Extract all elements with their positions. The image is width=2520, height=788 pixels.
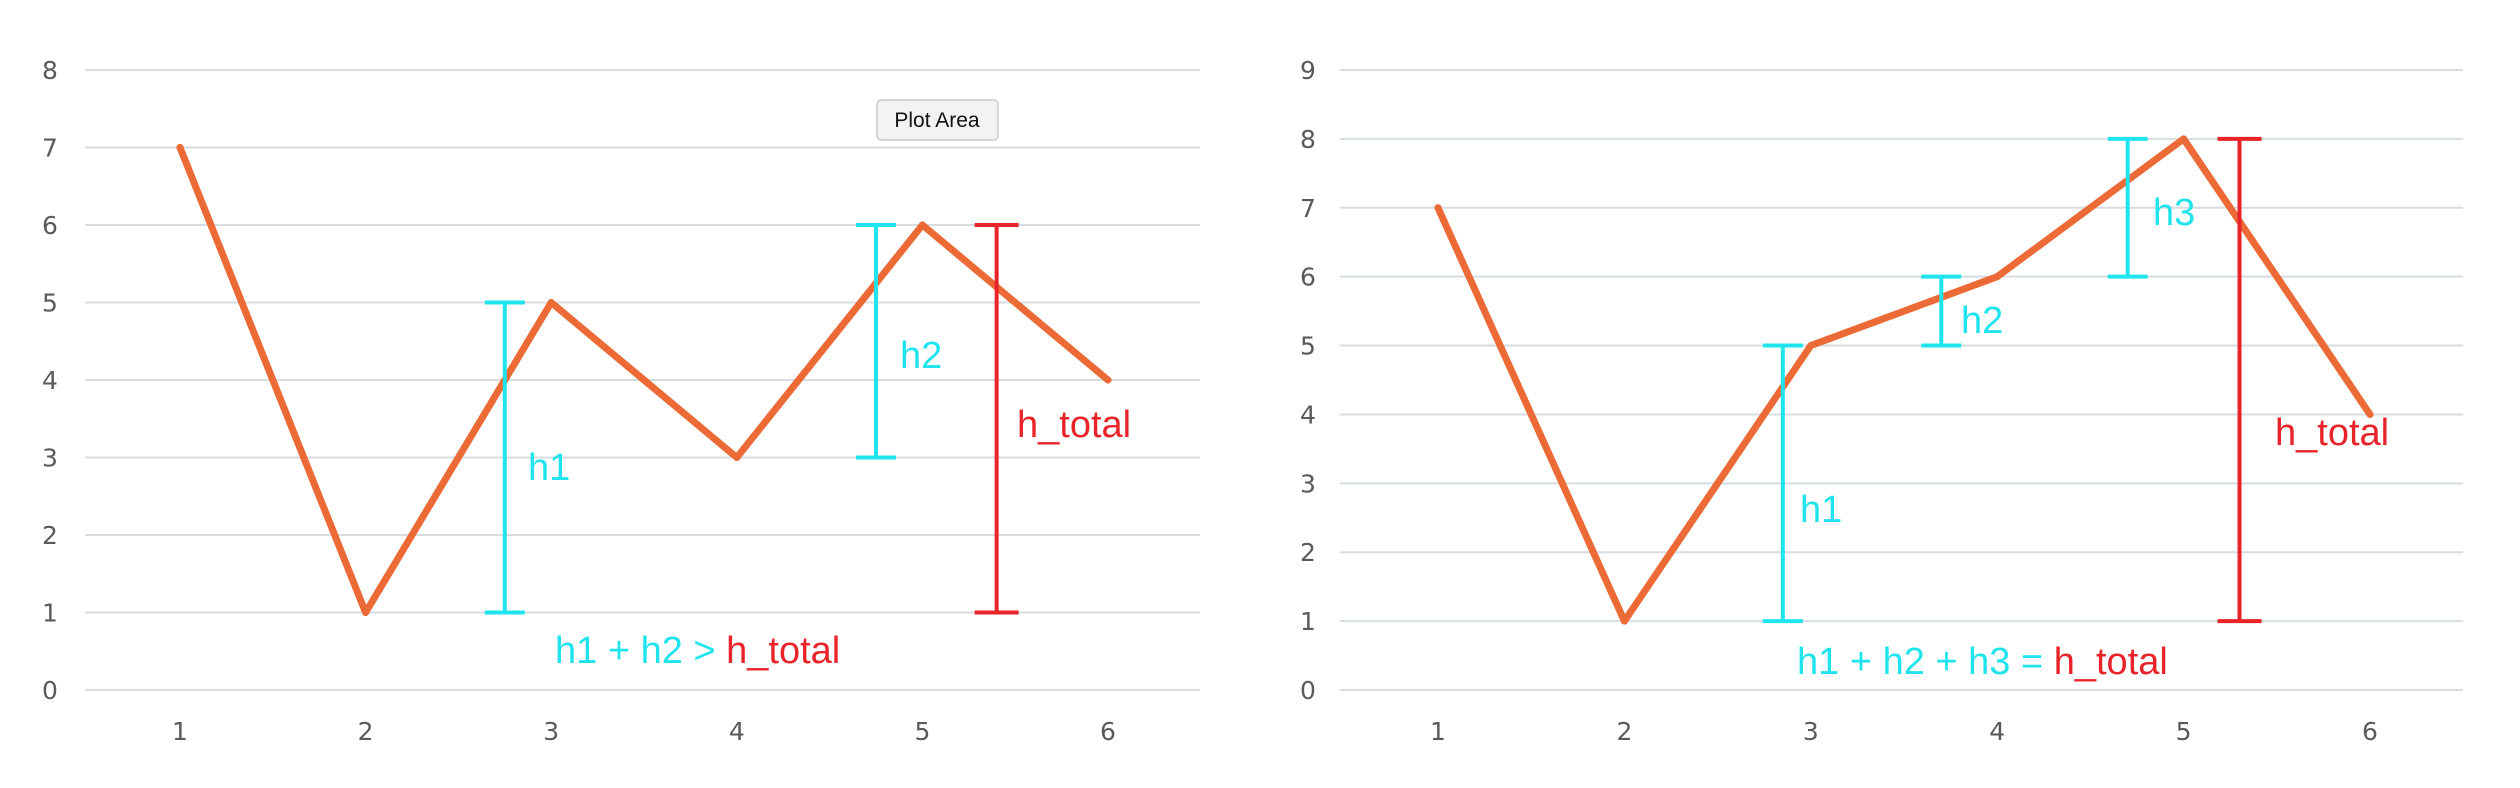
y-tick-label: 6: [42, 211, 58, 240]
x-tick-label: 6: [2362, 717, 2378, 746]
data-point: [1104, 376, 1112, 384]
data-point: [1993, 273, 2001, 281]
y-tick-label: 4: [1300, 400, 1316, 429]
y-tick-label: 5: [42, 289, 58, 318]
y-tick-label: 8: [42, 56, 58, 85]
tooltip-box: [876, 99, 999, 141]
x-tick-label: 6: [1100, 717, 1116, 746]
y-tick-label: 2: [1300, 538, 1316, 567]
annotation-label-h2: h2: [1961, 300, 2003, 342]
annotation-label-h1: h1: [528, 447, 570, 489]
annotation-label-h-total: h_total: [2275, 412, 2389, 454]
y-tick-label: 7: [1300, 194, 1316, 223]
y-tick-label: 5: [1300, 332, 1316, 361]
data-point: [1807, 342, 1815, 350]
y-tick-label: 2: [42, 521, 58, 550]
annotation-label-h-total: h_total: [1017, 404, 1131, 446]
y-tick-label: 9: [1300, 56, 1316, 85]
y-tick-label: 7: [42, 134, 58, 163]
y-tick-label: 3: [1300, 469, 1316, 498]
tooltip-label: Plot Area: [894, 109, 980, 132]
data-point: [362, 609, 370, 616]
plot-area-tooltip: Plot Area: [876, 99, 999, 141]
equation-text: h1 + h2 + h3 = h_total: [1797, 641, 2168, 683]
x-tick-label: 5: [914, 717, 930, 746]
x-tick-label: 3: [1803, 717, 1819, 746]
annotation-label-h1: h1: [1800, 489, 1842, 531]
data-point: [2180, 135, 2188, 143]
equation-text: h1 + h2 > h_total: [555, 630, 840, 672]
x-tick-label: 4: [729, 717, 745, 746]
data-point: [918, 221, 926, 229]
equation-part: h_total: [726, 630, 840, 672]
equation-part: h_total: [2054, 641, 2168, 683]
equation-part: h1 + h2 >: [555, 630, 726, 672]
y-tick-label: 3: [42, 444, 58, 473]
data-point: [733, 454, 741, 461]
x-tick-label: 3: [543, 717, 559, 746]
x-tick-label: 2: [1616, 717, 1632, 746]
x-tick-label: 4: [1989, 717, 2005, 746]
data-point: [1620, 617, 1628, 625]
data-point: [2366, 410, 2374, 418]
data-point: [547, 299, 555, 306]
annotation-label-h3: h3: [2153, 192, 2195, 234]
x-tick-label: 1: [1430, 717, 1446, 746]
y-tick-label: 0: [1300, 676, 1316, 705]
y-tick-label: 4: [42, 366, 58, 395]
data-point: [176, 144, 184, 151]
y-tick-label: 8: [1300, 125, 1316, 154]
y-tick-label: 1: [1300, 607, 1316, 636]
x-tick-label: 2: [358, 717, 374, 746]
series-line: [1434, 135, 2374, 625]
annotation-label-h2: h2: [900, 335, 942, 377]
y-tick-label: 0: [42, 676, 58, 705]
series-line: [176, 144, 1112, 616]
y-tick-label: 1: [42, 599, 58, 628]
data-point: [1434, 204, 1442, 212]
x-tick-label: 5: [2176, 717, 2192, 746]
y-tick-label: 6: [1300, 263, 1316, 292]
x-tick-label: 1: [172, 717, 188, 746]
equation-part: h1 + h2 + h3 =: [1797, 641, 2054, 683]
